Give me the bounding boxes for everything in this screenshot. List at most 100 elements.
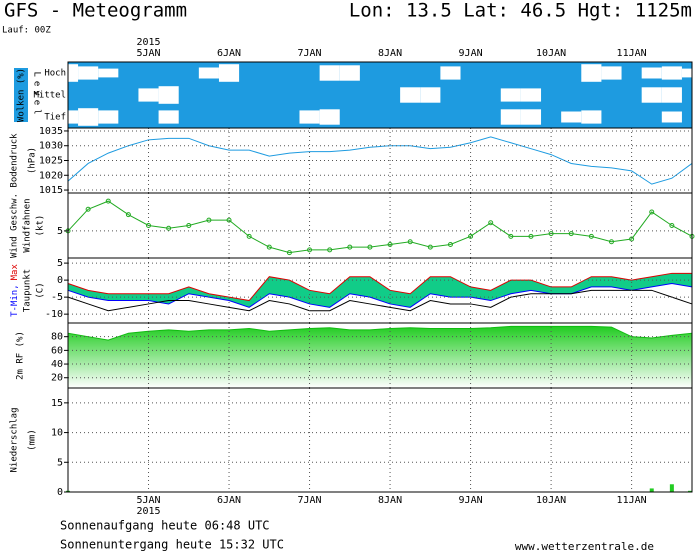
marker [246,233,252,239]
layer-label: Hoch [44,69,66,79]
cloud-cell [520,109,542,125]
marker [125,212,131,218]
area-top [67,325,693,341]
cloud-cell [68,110,79,124]
layer-label: Mittel [33,91,66,101]
title-box [14,68,28,122]
panel-title: Wolken (%) [17,68,27,122]
x-tick-label: 5JAN [136,48,160,59]
run: Lauf: 00Z [2,26,51,36]
cloud-cell [98,68,119,78]
marker [568,231,574,237]
marker [447,241,453,247]
marker [307,247,313,253]
y-tick-label: 1020 [39,170,63,181]
x-tick-label: 8JAN [378,495,402,506]
y-tick-label: 80 [51,332,63,343]
marker [206,217,212,223]
marker [468,233,474,239]
marker [146,223,152,228]
cloud-cell [319,65,340,81]
x-tick-label: 5JAN [136,495,160,506]
bar [688,490,692,492]
cloud-cell [198,67,219,79]
x-tick-label: 9JAN [459,48,483,59]
x-tick-label: 11JAN [617,495,647,506]
marker [407,239,413,245]
cloud-cell [319,109,340,125]
cloud-cell [661,87,682,103]
y-tick-label: 0 [57,487,63,498]
marker [226,217,232,223]
marker [266,244,272,250]
series-name: Max [10,264,20,281]
x-tick-label: 6JAN [217,48,241,59]
marker [588,233,594,239]
cloud-cell [339,65,360,81]
level-label: Level [32,71,42,118]
y-tick-label: 40 [51,359,63,370]
marker [105,198,111,204]
y-tick-label: 1015 [39,185,63,196]
x-tick-label: 7JAN [298,48,322,59]
cloud-cell [581,64,602,82]
x-tick-label: 6JAN [217,495,241,506]
cloud-cell [661,66,682,80]
y-tick-label: 5 [57,258,63,269]
marker [327,247,333,253]
marker [387,241,393,247]
bar [669,484,674,492]
y-tick-label: 1030 [39,141,63,152]
axis-label: Bodendruck [10,133,20,188]
marker [488,220,494,226]
cloud-cell [78,66,99,80]
y-tick-label: -5 [51,292,63,303]
x-tick-label: 8JAN [378,48,402,59]
cloud-cell [158,86,179,104]
y-tick-label: 20 [51,373,63,384]
line [67,283,693,308]
cloud-cell [500,109,521,125]
marker [286,250,292,256]
line [67,272,692,302]
y-tick-label: 1035 [39,126,63,137]
bar [649,488,654,492]
cloud-cell [68,64,79,82]
sunset: Sonnenuntergang heute 15:32 UTC [60,538,284,552]
marker [85,206,91,212]
cloud-cell [440,66,461,80]
y-tick-label: 60 [51,345,63,356]
y-tick-label: 15 [51,398,63,409]
cloud-cell [641,87,662,103]
panel-frame [67,387,693,493]
line [67,289,693,312]
temp-band [68,273,692,308]
cloud-cell [581,110,602,124]
cloud-cell [158,110,179,124]
cloud-cell [641,67,662,79]
axis-label: (hPa) [28,147,38,174]
marker [608,239,614,245]
y-tick-label: 1025 [39,156,63,167]
sunrise: Sonnenaufgang heute 06:48 UTC [60,519,270,533]
source: www.wetterzentrale.de [515,540,654,553]
cloud-cell [561,111,582,123]
area [68,326,692,388]
cloud-cell [299,110,320,124]
x-tick-label: 10JAN [536,495,566,506]
line [67,136,693,185]
cloud-cell [420,87,441,103]
layer-label: Tief [44,113,66,123]
cloud-cell [601,66,622,80]
year-label: 2015 [136,37,160,48]
x-tick-label: 9JAN [459,495,483,506]
axis-label: Niederschlag [10,407,20,472]
marker [649,209,655,215]
series-label: Taupunkt [23,269,33,312]
x-tick-label: 11JAN [617,48,647,59]
cloud-cell [500,88,521,102]
series-name: T-Min, [10,284,20,317]
marker [548,231,554,237]
y-tick-label: 5 [57,226,63,237]
